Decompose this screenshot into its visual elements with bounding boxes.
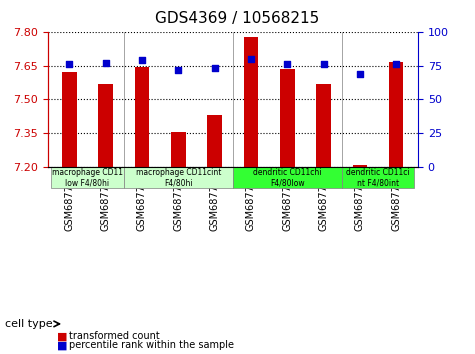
Bar: [280, 69, 294, 167]
Bar: [62, 72, 76, 167]
Text: macrophage CD11
low F4/80hi: macrophage CD11 low F4/80hi: [52, 168, 123, 187]
FancyBboxPatch shape: [233, 167, 342, 188]
Point: [247, 56, 255, 62]
Text: transformed count: transformed count: [69, 331, 160, 341]
Text: ■: ■: [57, 331, 67, 341]
Point: [174, 67, 182, 73]
Text: cell type: cell type: [5, 319, 52, 329]
Bar: [352, 165, 367, 167]
Bar: [316, 84, 331, 167]
Bar: [98, 84, 113, 167]
Point: [284, 61, 291, 67]
Bar: [135, 67, 149, 167]
Point: [392, 61, 400, 67]
Bar: [171, 132, 186, 167]
Bar: [389, 62, 403, 167]
Point: [66, 61, 73, 67]
Text: dendritic CD11ci
nt F4/80int: dendritic CD11ci nt F4/80int: [346, 168, 410, 187]
Point: [211, 65, 218, 71]
Text: ■: ■: [57, 340, 67, 350]
FancyBboxPatch shape: [342, 167, 414, 188]
Point: [356, 71, 364, 76]
Text: macrophage CD11cint
F4/80hi: macrophage CD11cint F4/80hi: [135, 168, 221, 187]
Point: [138, 57, 146, 63]
Bar: [207, 115, 222, 167]
Text: GDS4369 / 10568215: GDS4369 / 10568215: [155, 11, 320, 25]
Text: percentile rank within the sample: percentile rank within the sample: [69, 340, 234, 350]
Bar: [244, 38, 258, 167]
Text: dendritic CD11chi
F4/80low: dendritic CD11chi F4/80low: [253, 168, 322, 187]
Point: [102, 60, 109, 66]
FancyBboxPatch shape: [124, 167, 233, 188]
FancyBboxPatch shape: [51, 167, 124, 188]
Point: [320, 61, 327, 67]
